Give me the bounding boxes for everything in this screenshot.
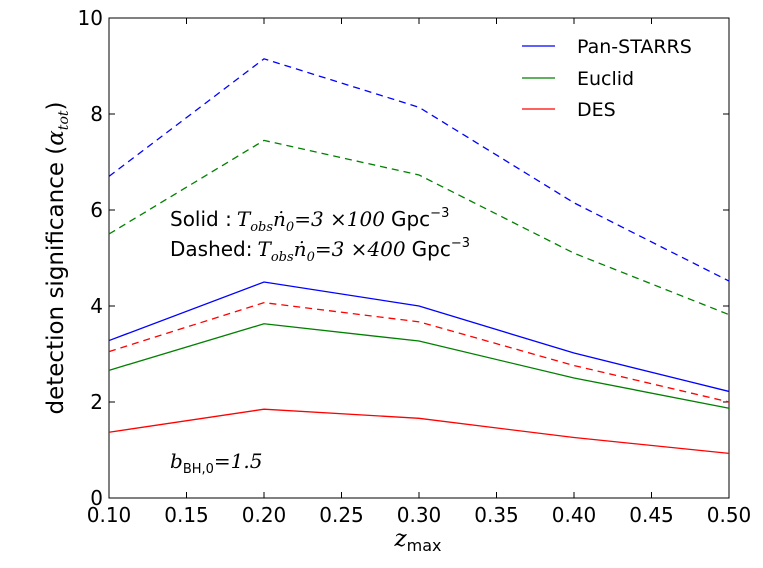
x-tick-label: 0.20 <box>242 503 287 527</box>
y-tick-label: 10 <box>78 6 103 30</box>
x-axis-label: zmax <box>394 526 442 555</box>
series-euclid-dashed <box>108 139 730 316</box>
annotation-solid: Solid : Tobsṅ0=3 ×100 Gpc−3 <box>170 206 449 235</box>
x-tick-label: 0.30 <box>397 503 442 527</box>
legend: Pan-STARRS Euclid DES <box>522 36 692 121</box>
series-des-dashed <box>108 301 730 403</box>
axis-ticks <box>108 17 730 499</box>
legend-label-des: DES <box>577 99 616 121</box>
y-axis-label: detection significance (αtot) <box>43 102 72 415</box>
x-tick-labels: 0.10 0.15 0.20 0.25 0.30 0.35 0.40 0.45 0.50 <box>87 503 752 527</box>
x-tick-label: 0.35 <box>474 503 519 527</box>
y-tick-label: 8 <box>90 102 103 126</box>
x-tick-label: 0.25 <box>319 503 364 527</box>
series-euclid-solid <box>108 323 730 409</box>
x-tick-label: 0.45 <box>629 503 674 527</box>
legend-label-pan-starrs: Pan-STARRS <box>577 36 692 58</box>
y-tick-label: 4 <box>90 294 103 318</box>
x-tick-label: 0.40 <box>552 503 597 527</box>
y-tick-labels: 0 2 4 6 8 10 <box>78 6 103 510</box>
series-des-solid <box>108 408 730 455</box>
annotation-dashed: Dashed: Tobsṅ0=3 ×400 Gpc−3 <box>170 236 470 265</box>
x-tick-label: 0.15 <box>164 503 209 527</box>
y-tick-label: 0 <box>90 486 103 510</box>
y-tick-label: 6 <box>90 198 103 222</box>
annotation-bias: bBH,0=1.5 <box>170 449 263 477</box>
series-lines <box>108 58 730 455</box>
y-tick-label: 2 <box>90 390 103 414</box>
x-tick-label: 0.50 <box>707 503 752 527</box>
series-pan-starrs-solid <box>108 281 730 393</box>
x-tick-label: 0.10 <box>87 503 132 527</box>
legend-label-euclid: Euclid <box>577 68 634 90</box>
